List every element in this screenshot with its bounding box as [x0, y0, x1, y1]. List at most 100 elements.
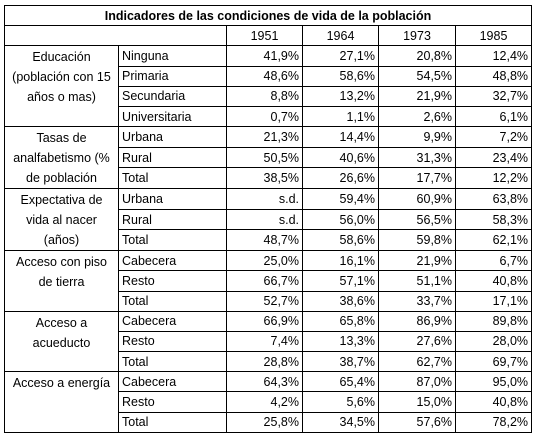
value-cell: 16,1% [302, 250, 379, 272]
subcategory-label: Total [118, 229, 227, 252]
value-cell: 66,9% [226, 310, 303, 332]
table-body: Indicadores de las condiciones de vida d… [3, 4, 533, 433]
table-row: Resto 7,4% 13,3% 27,6% 28,0% [5, 330, 533, 353]
value-cell: 40,6% [302, 146, 379, 169]
subcategory-label: Resto [118, 270, 227, 292]
group-label: Educación (población con 15 años o mas) [4, 45, 119, 128]
group-label: Acceso con piso de tierra [4, 250, 119, 312]
indicators-table: Indicadores de las condiciones de vida d… [3, 4, 533, 433]
value-cell: 59,8% [378, 229, 456, 252]
value-cell: 0,7% [226, 105, 303, 128]
table-row: Resto 66,7% 57,1% 51,1% 40,8% [5, 270, 533, 292]
year-header: 1973 [378, 25, 456, 47]
table-row: Educación (población con 15 años o mas) N… [4, 45, 533, 128]
value-cell: 60,9% [378, 188, 456, 210]
subcategory-label: Urbana [118, 126, 227, 148]
value-cell: 21,3% [226, 126, 303, 148]
table-row: Expectativa de vida al nacer (años) Urban… [4, 188, 533, 252]
value-cell: 40,8% [454, 391, 533, 413]
table-row: Primaria 48,6% 58,6% 54,5% 48,8% [5, 65, 533, 87]
value-cell: 26,6% [302, 167, 379, 190]
subcategory-label: Total [118, 167, 227, 190]
header-row: 1951 1964 1973 1985 [4, 25, 533, 47]
value-cell: 69,7% [454, 351, 533, 373]
table-title: Indicadores de las condiciones de vida d… [3, 4, 533, 27]
value-cell: 62,7% [378, 351, 456, 373]
subcategory-label: Rural [118, 146, 227, 169]
subcategory-label: Rural [118, 208, 227, 231]
table-row: Tasas de analfabetismo (% de población Ur… [4, 126, 533, 190]
value-cell: 31,3% [378, 146, 456, 169]
table-row: Total 38,5% 26,6% 17,7% 12,2% [5, 167, 533, 190]
value-cell: 38,7% [302, 351, 379, 373]
value-cell: 27,6% [378, 330, 456, 353]
value-cell: 2,6% [378, 105, 456, 128]
subcategory-label: Resto [118, 330, 227, 353]
group-label: Acceso a acueducto [4, 310, 119, 373]
value-cell: 48,7% [226, 229, 303, 252]
value-cell: 14,4% [302, 126, 379, 148]
year-header: 1985 [454, 25, 533, 47]
value-cell: 65,8% [302, 310, 379, 332]
subcategory-label: Universitaria [118, 105, 227, 128]
value-cell: 25,0% [226, 250, 303, 272]
value-cell: 13,2% [302, 85, 379, 107]
value-cell: 25,8% [226, 411, 303, 433]
year-header: 1964 [302, 25, 379, 47]
subcategory-label: Primaria [118, 65, 227, 87]
group-label: Acceso a energía [4, 371, 119, 433]
value-cell: 33,7% [378, 290, 456, 312]
title-row: Indicadores de las condiciones de vida d… [3, 4, 533, 27]
value-cell: 48,8% [454, 65, 533, 87]
value-cell: 13,3% [302, 330, 379, 353]
value-cell: 12,2% [454, 167, 533, 190]
value-cell: 56,0% [302, 208, 379, 231]
value-cell: 57,6% [378, 411, 456, 433]
subcategory-label: Total [118, 351, 227, 373]
table-row: Acceso a acueducto Cabecera 66,9% 65,8% 86,9… [4, 310, 533, 373]
value-cell: 28,0% [454, 330, 533, 353]
subcategory-label: Total [118, 290, 227, 312]
group-label: Expectativa de vida al nacer (años) [4, 188, 119, 252]
value-cell: 8,8% [226, 85, 303, 107]
value-cell: 48,6% [226, 65, 303, 87]
value-cell: 62,1% [454, 229, 533, 252]
subcategory-label: Urbana [118, 188, 227, 210]
header-empty-cell [4, 25, 227, 47]
value-cell: 12,4% [454, 45, 533, 67]
value-cell: 65,4% [302, 371, 379, 393]
value-cell: 38,5% [226, 167, 303, 190]
table-row: Acceso a energía Cabecera 64,3% 65,4% 87,0% 9… [4, 371, 533, 433]
value-cell: 7,4% [226, 330, 303, 353]
value-cell: 78,2% [454, 411, 533, 433]
subcategory-label: Ninguna [118, 45, 227, 67]
value-cell: 51,1% [378, 270, 456, 292]
value-cell: 4,2% [226, 391, 303, 413]
table-row: Acceso con piso de tierra Cabecera 25,0% 16… [4, 250, 533, 312]
value-cell: 23,4% [454, 146, 533, 169]
value-cell: 15,0% [378, 391, 456, 413]
subcategory-label: Cabecera [118, 310, 227, 332]
value-cell: 9,9% [378, 126, 456, 148]
value-cell: 6,1% [454, 105, 533, 128]
value-cell: 87,0% [378, 371, 456, 393]
value-cell: 20,8% [378, 45, 456, 67]
value-cell: 59,4% [302, 188, 379, 210]
value-cell: 5,6% [302, 391, 379, 413]
value-cell: 38,6% [302, 290, 379, 312]
table-row: Total 25,8% 34,5% 57,6% 78,2% [5, 411, 533, 433]
value-cell: 57,1% [302, 270, 379, 292]
value-cell: s.d. [226, 188, 303, 210]
subcategory-label: Secundaria [118, 85, 227, 107]
value-cell: 52,7% [226, 290, 303, 312]
value-cell: 41,9% [226, 45, 303, 67]
value-cell: 6,7% [454, 250, 533, 272]
value-cell: 7,2% [454, 126, 533, 148]
value-cell: 89,8% [454, 310, 533, 332]
value-cell: 58,6% [302, 229, 379, 252]
value-cell: 63,8% [454, 188, 533, 210]
value-cell: 56,5% [378, 208, 456, 231]
value-cell: 58,6% [302, 65, 379, 87]
subcategory-label: Resto [118, 391, 227, 413]
table-row: Resto 4,2% 5,6% 15,0% 40,8% [5, 391, 533, 413]
